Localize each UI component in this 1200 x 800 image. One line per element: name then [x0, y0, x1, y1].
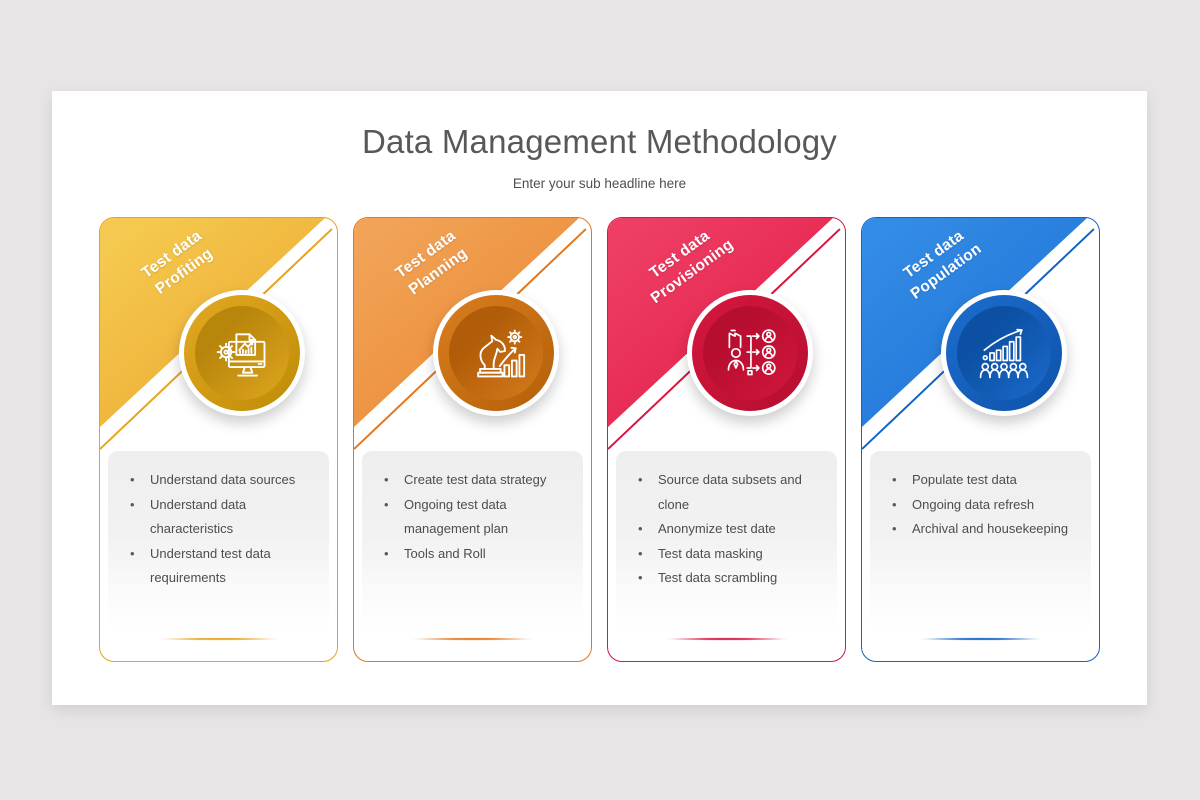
bullet-item: Understand test data requirements	[130, 542, 312, 591]
icon-badge-inner-disc	[957, 306, 1051, 400]
bullet-item: Understand data characteristics	[130, 493, 312, 542]
bullet-item: Ongoing data refresh	[892, 493, 1074, 518]
presentation-slide: Data Management Methodology Enter your s…	[52, 91, 1147, 705]
bullet-list: Source data subsets and clone Anonymize …	[638, 468, 820, 591]
card-header: Test data Provisioning	[608, 218, 845, 458]
monitor-analytics-gear-icon	[216, 333, 266, 377]
bullet-list: Create test data strategy Ongoing test d…	[384, 468, 566, 566]
bullet-item: Archival and housekeeping	[892, 517, 1074, 542]
card-header: Test data Population	[862, 218, 1099, 458]
page-title: Data Management Methodology	[361, 123, 838, 160]
bullet-list: Populate test data Ongoing data refresh …	[892, 468, 1074, 542]
bullet-item: Populate test data	[892, 468, 1074, 493]
card-accent-underline	[386, 637, 559, 641]
user-distribution-icon	[727, 329, 776, 376]
bullet-item: Source data subsets and clone	[638, 468, 820, 517]
card-accent-underline	[894, 637, 1067, 641]
chess-knight-strategy-icon	[477, 329, 526, 378]
bullet-list: Understand data sources Understand data …	[130, 468, 312, 591]
card-header: Test data Profiting	[100, 218, 337, 458]
bullet-item: Test data masking	[638, 542, 820, 567]
bullet-item: Tools and Roll	[384, 542, 566, 567]
population-growth-icon	[979, 328, 1029, 379]
bullet-item: Create test data strategy	[384, 468, 566, 493]
icon-badge	[941, 290, 1067, 416]
bullet-item: Ongoing test data management plan	[384, 493, 566, 542]
card-header: Test data Planning	[354, 218, 591, 458]
icon-badge	[687, 290, 813, 416]
icon-badge	[179, 290, 305, 416]
methodology-card-planning: Test data Planning	[353, 217, 592, 662]
methodology-card-profiting: Test data Profiting	[99, 217, 338, 662]
icon-badge-inner-disc	[703, 306, 797, 400]
bullet-item: Test data scrambling	[638, 566, 820, 591]
bullet-item: Anonymize test date	[638, 517, 820, 542]
card-accent-underline	[640, 637, 813, 641]
methodology-card-population: Test data Population	[861, 217, 1100, 662]
card-accent-underline	[132, 637, 305, 641]
methodology-card-provisioning: Test data Provisioning	[607, 217, 846, 662]
icon-badge	[433, 290, 559, 416]
methodology-cards-row: Test data Profiting	[99, 217, 1100, 662]
bullet-item: Understand data sources	[130, 468, 312, 493]
page-subtitle: Enter your sub headline here	[512, 176, 687, 191]
